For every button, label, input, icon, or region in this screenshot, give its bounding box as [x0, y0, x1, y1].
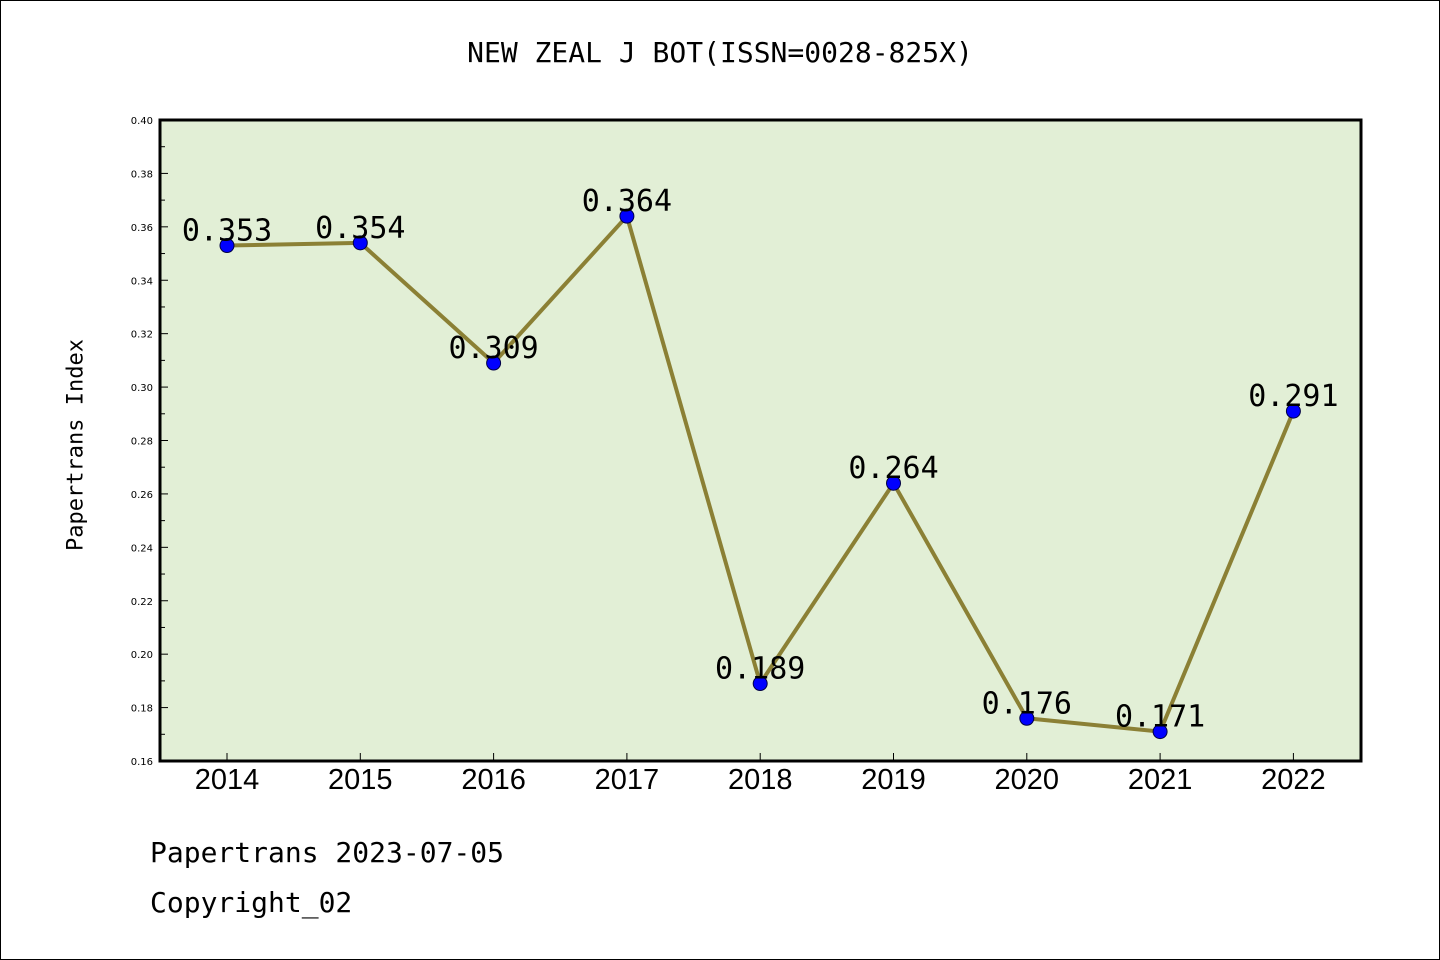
data-point [752, 676, 768, 692]
data-label: 0.353 [182, 214, 272, 249]
y-tick-label: 0.38 [131, 169, 153, 180]
plot-area [160, 120, 1361, 761]
chart-title: NEW ZEAL J BOT(ISSN=0028-825X) [467, 36, 973, 69]
y-tick-label: 0.20 [131, 650, 153, 661]
y-tick-label: 0.40 [131, 116, 153, 127]
y-axis: 0.16 0.18 0.20 0.22 0.24 0.26 0.28 0.30 0.32 0.34… [131, 116, 168, 768]
y-tick-label: 0.26 [131, 490, 153, 501]
data-label: 0.354 [315, 211, 405, 246]
data-point [352, 235, 368, 251]
data-point [886, 475, 901, 491]
x-tick-label: 2022 [1261, 764, 1326, 796]
plot-border [158, 118, 1363, 763]
data-label: 0.309 [448, 331, 538, 366]
y-tick-label: 0.24 [131, 543, 153, 554]
y-tick-label: 0.22 [131, 597, 153, 608]
y-tick-label: 0.28 [131, 437, 153, 448]
x-tick-label: 2015 [328, 764, 393, 796]
x-tick-label: 2018 [728, 764, 793, 796]
y-tick-label: 0.30 [131, 383, 153, 394]
y-tick-label: 0.36 [131, 223, 153, 234]
data-label: 0.364 [582, 184, 672, 219]
data-point [1019, 710, 1035, 726]
data-point [219, 238, 235, 254]
x-axis: 2014 2015 2016 2017 2018 2019 2020 2021 2022 [195, 753, 1326, 796]
y-tick-label: 0.16 [131, 757, 153, 768]
data-points [219, 208, 1301, 740]
data-label: 0.264 [848, 451, 938, 486]
data-label: 0.171 [1115, 700, 1205, 735]
x-tick-label: 2014 [195, 764, 260, 796]
x-tick-label: 2016 [461, 764, 526, 796]
x-tick-label: 2019 [861, 764, 926, 796]
footer-copyright: Copyright_02 [150, 886, 353, 919]
data-label: 0.291 [1248, 379, 1338, 414]
data-point [1285, 403, 1301, 419]
y-tick-label: 0.32 [131, 330, 153, 341]
y-tick-label: 0.34 [131, 276, 153, 287]
data-label: 0.176 [982, 686, 1072, 721]
data-point [1152, 724, 1168, 740]
x-tick-label: 2021 [1128, 764, 1193, 796]
data-point [619, 208, 635, 224]
data-point [486, 355, 502, 371]
x-tick-label: 2020 [995, 764, 1060, 796]
footer-date: Papertrans 2023-07-05 [150, 836, 505, 869]
data-labels: 0.353 0.354 0.309 0.364 0.189 0.264 0.176 0.171… [182, 184, 1339, 734]
x-tick-label: 2017 [595, 764, 660, 796]
data-label: 0.189 [715, 652, 805, 687]
y-tick-label: 0.18 [131, 704, 153, 715]
